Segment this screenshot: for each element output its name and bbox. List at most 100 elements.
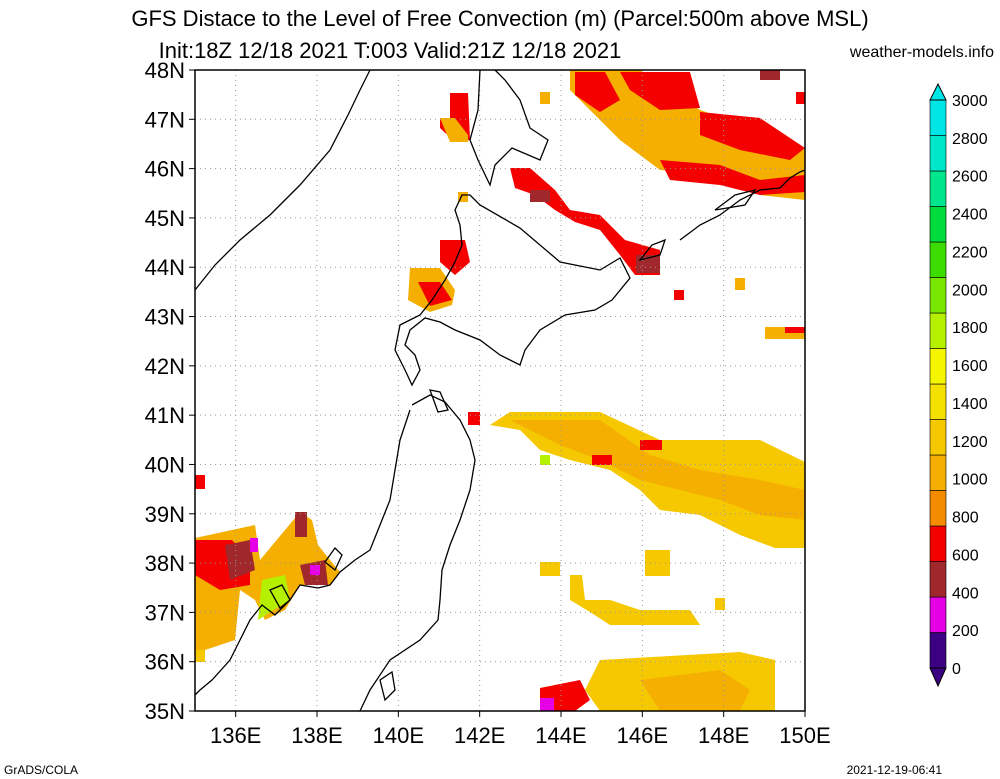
shade-se-magenta <box>540 698 554 711</box>
shade-hk-red-2 <box>418 282 452 306</box>
shade-central-green <box>540 455 550 465</box>
colorbar-swatch <box>929 561 947 598</box>
shade-38n-dot <box>540 562 560 576</box>
shade-w-magenta-2 <box>250 538 258 552</box>
footer-timestamp: 2021-12-19-06:41 <box>846 763 942 777</box>
colorbar-label: 1200 <box>952 434 988 451</box>
colorbar-swatch <box>929 170 947 207</box>
shade-hk-dot <box>458 192 468 202</box>
coast-noto <box>269 584 291 609</box>
shade-ne-brown <box>760 70 780 80</box>
colorbar-label: 1000 <box>952 472 988 489</box>
colorbar-label: 2200 <box>952 244 988 261</box>
coast-kuril-2 <box>679 169 806 241</box>
colorbar-label: 2000 <box>952 282 988 299</box>
lat-label: 38N <box>145 551 185 576</box>
lon-label: 138E <box>291 723 342 748</box>
lat-label: 44N <box>145 255 185 280</box>
colorbar-swatch <box>929 277 947 314</box>
colorbar-swatch <box>929 632 947 669</box>
colorbar: 0 200 400 600 800 1000 1200 1400 1600 1800 2000 220… <box>929 82 988 688</box>
colorbar-label: 800 <box>952 510 979 527</box>
colorbar-swatch <box>929 312 947 349</box>
colorbar-label: 1400 <box>952 396 988 413</box>
shade-ne-red-5 <box>796 92 805 104</box>
colorbar-swatch <box>929 490 947 527</box>
map-grid <box>195 70 805 711</box>
shade-kuril-dot <box>735 278 745 290</box>
lat-label: 35N <box>145 699 185 724</box>
coast-mainland <box>194 69 371 291</box>
shade-ne-orange <box>570 70 805 200</box>
latitude-labels: 48N 47N 46N 45N 44N 43N 42N 41N 40N 39N 38N 37N 36N 3… <box>145 58 195 724</box>
shade-37n-band <box>570 575 700 625</box>
lat-label: 39N <box>145 502 185 527</box>
colorbar-label: 0 <box>952 661 961 678</box>
footer-software: GrADS/COLA <box>4 763 79 777</box>
colorbar-swatch <box>929 419 947 456</box>
colorbar-arrow-top <box>929 82 947 101</box>
longitude-labels: 136E 138E 140E 142E 144E 146E 148E 150E <box>210 711 831 748</box>
colorbar-label: 200 <box>952 623 979 640</box>
title-line-2: Init:18Z 12/18 2021 T:003 Valid:21Z 12/1… <box>158 38 622 63</box>
lon-label: 144E <box>535 723 586 748</box>
shade-w-red-dot <box>195 475 205 489</box>
lon-label: 150E <box>779 723 830 748</box>
coast-oga <box>428 389 449 413</box>
lfc-shading <box>195 70 805 711</box>
lat-label: 46N <box>145 157 185 182</box>
colorbar-label: 2600 <box>952 169 988 186</box>
lat-label: 48N <box>145 58 185 83</box>
colorbar-swatch <box>929 206 947 243</box>
colorbar-swatch <box>929 135 947 172</box>
shade-central-red-2 <box>592 455 612 465</box>
shade-hk-red-1 <box>440 240 470 275</box>
shade-w-dot <box>195 650 205 662</box>
lat-label: 43N <box>145 305 185 330</box>
coast-hokkaido <box>394 194 631 387</box>
colorbar-label: 400 <box>952 585 979 602</box>
shade-ne-red-1 <box>575 72 620 112</box>
lon-label: 142E <box>454 723 505 748</box>
coast-boso <box>379 670 396 702</box>
coastlines <box>194 69 806 712</box>
shade-east-43n-red <box>785 327 805 333</box>
title-line-1: GFS Distace to the Level of Free Convect… <box>131 6 869 31</box>
shade-w-brown <box>225 540 255 580</box>
colorbar-label: 2400 <box>952 207 988 224</box>
colorbar-swatch <box>929 383 947 420</box>
shade-38n-dot-2 <box>645 550 670 576</box>
shade-ne-red-3 <box>700 112 805 160</box>
lat-label: 36N <box>145 650 185 675</box>
colorbar-label: 3000 <box>952 93 988 110</box>
shade-w-brown-2 <box>295 512 307 537</box>
coast-kuril-3 <box>714 188 757 211</box>
colorbar-swatch <box>929 596 947 633</box>
colorbar-label: 1800 <box>952 320 988 337</box>
map-plot <box>194 69 806 712</box>
lat-label: 37N <box>145 600 185 625</box>
shade-central-red <box>640 440 662 450</box>
shade-kuril-brown <box>530 190 550 202</box>
coast-honshu-east <box>359 394 476 712</box>
shade-w-magenta <box>310 565 320 575</box>
colorbar-swatch <box>929 241 947 278</box>
shade-sakhalin-orange <box>440 118 468 142</box>
lon-label: 146E <box>617 723 668 748</box>
lat-label: 47N <box>145 107 185 132</box>
coast-sakhalin <box>469 69 549 187</box>
lon-label: 140E <box>373 723 424 748</box>
shade-ne-red-4 <box>660 160 805 195</box>
colorbar-label: 600 <box>952 547 979 564</box>
shade-ne-dot <box>540 92 550 104</box>
colorbar-swatch <box>929 348 947 385</box>
colorbar-swatch <box>929 525 947 562</box>
colorbar-arrow-bottom <box>929 667 947 688</box>
lon-label: 136E <box>210 723 261 748</box>
lon-label: 148E <box>698 723 749 748</box>
map-frame <box>194 69 806 712</box>
shade-ne-red-2 <box>620 72 700 110</box>
coast-kuril-1 <box>638 238 667 262</box>
lat-label: 40N <box>145 452 185 477</box>
